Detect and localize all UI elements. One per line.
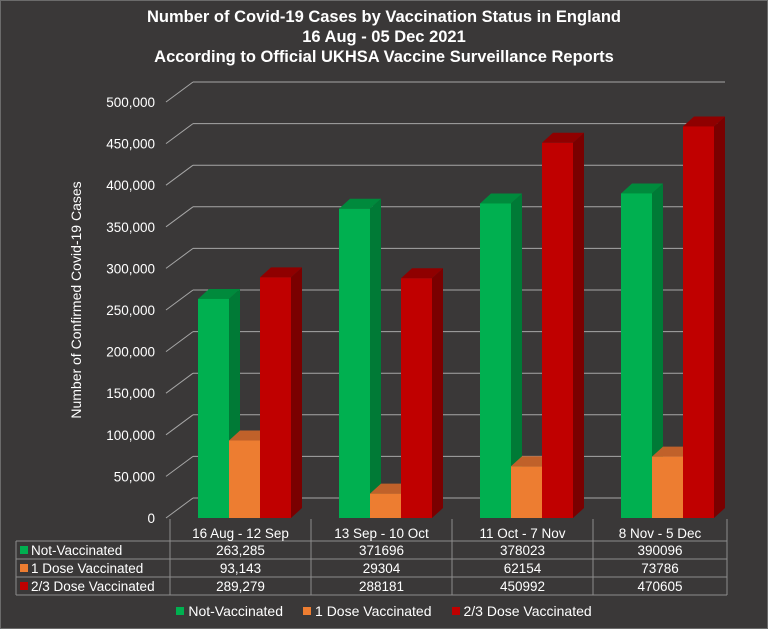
bar-2-3-dose-vaccinated bbox=[683, 126, 714, 519]
bar-top bbox=[542, 132, 584, 143]
y-tick-label: 0 bbox=[147, 511, 155, 526]
table-row-label: 1 Dose Vaccinated bbox=[31, 561, 143, 576]
y-axis-label: Number of Confirmed Covid-19 Cases bbox=[68, 181, 84, 418]
bar-side bbox=[652, 183, 663, 518]
table-cell: 29304 bbox=[363, 561, 401, 576]
x-tick-label: 8 Nov - 5 Dec bbox=[619, 526, 702, 541]
bar-top bbox=[260, 267, 302, 278]
bar-not-vaccinated bbox=[198, 298, 229, 518]
bar-side bbox=[573, 132, 584, 518]
bar-1-dose-vaccinated bbox=[370, 493, 401, 518]
legend-item: Not-Vaccinated bbox=[176, 603, 283, 619]
bar-not-vaccinated bbox=[480, 203, 511, 518]
bar-side bbox=[370, 198, 381, 518]
gridline-slant bbox=[165, 123, 194, 145]
bar-2-3-dose-vaccinated bbox=[542, 142, 573, 518]
bar-side bbox=[432, 268, 443, 518]
gridline-slant bbox=[165, 331, 194, 353]
bar-1-dose-vaccinated bbox=[229, 440, 260, 518]
bar-side bbox=[511, 193, 522, 518]
x-tick-label: 13 Sep - 10 Oct bbox=[334, 526, 429, 541]
bar-top bbox=[339, 198, 381, 209]
y-tick-label: 500,000 bbox=[106, 95, 155, 110]
table-row-label: Not-Vaccinated bbox=[31, 543, 122, 558]
table-legend-key bbox=[20, 582, 28, 590]
legend-item: 2/3 Dose Vaccinated bbox=[451, 603, 592, 619]
y-tick-label: 350,000 bbox=[106, 220, 155, 235]
table-cell: 371696 bbox=[359, 543, 404, 558]
y-tick-label: 400,000 bbox=[106, 178, 155, 193]
table-row-label: 2/3 Dose Vaccinated bbox=[31, 579, 155, 594]
legend-swatch bbox=[303, 607, 312, 615]
table-cell: 73786 bbox=[641, 561, 679, 576]
y-tick-label: 150,000 bbox=[106, 386, 155, 401]
bar-top bbox=[401, 268, 443, 279]
data-table: 16 Aug - 12 Sep 13 Sep - 10 Oct 11 Oct - 7… bbox=[15, 519, 728, 596]
bar-2-3-dose-vaccinated bbox=[401, 278, 432, 518]
y-tick-label: 200,000 bbox=[106, 345, 155, 360]
table-legend-key bbox=[20, 564, 28, 572]
bar-side bbox=[714, 116, 725, 519]
bar-1-dose-vaccinated bbox=[652, 456, 683, 518]
title-line-3: According to Official UKHSA Vaccine Surv… bbox=[154, 48, 614, 66]
table-cell: 390096 bbox=[637, 543, 682, 558]
title-line-1: Number of Covid-19 Cases by Vaccination … bbox=[146, 8, 622, 26]
table-legend-key bbox=[20, 546, 28, 554]
legend: Not-Vaccinated 1 Dose Vaccinated 2/3 Dose … bbox=[0, 603, 768, 619]
legend-label: 2/3 Dose Vaccinated bbox=[463, 603, 592, 619]
gridline-slant bbox=[165, 372, 194, 394]
gridline-slant bbox=[165, 414, 194, 436]
bar-2-3-dose-vaccinated bbox=[260, 277, 291, 518]
y-tick-label: 300,000 bbox=[106, 261, 155, 276]
bar-top bbox=[480, 193, 522, 204]
y-tick-label: 50,000 bbox=[114, 469, 155, 484]
bar-not-vaccinated bbox=[339, 208, 370, 518]
y-tick-label: 250,000 bbox=[106, 303, 155, 318]
gridline-slant bbox=[165, 455, 194, 477]
table-cell: 450992 bbox=[500, 579, 545, 594]
y-tick-labels: 0 50,000 100,000 150,000 200,000 250,000 300,0… bbox=[106, 95, 155, 526]
y-tick-label: 100,000 bbox=[106, 428, 155, 443]
gridline-slant bbox=[165, 247, 194, 269]
chart-title: Number of Covid-19 Cases by Vaccination … bbox=[0, 7, 768, 67]
gridline-slant bbox=[165, 81, 194, 103]
legend-label: 1 Dose Vaccinated bbox=[315, 603, 432, 619]
x-tick-label: 16 Aug - 12 Sep bbox=[192, 526, 289, 541]
gridline-slant bbox=[165, 164, 194, 186]
x-tick-label: 11 Oct - 7 Nov bbox=[479, 526, 565, 541]
table-cell: 470605 bbox=[637, 579, 682, 594]
y-tick-label: 450,000 bbox=[106, 137, 155, 152]
gridline-slant bbox=[165, 497, 194, 519]
table-cell: 62154 bbox=[504, 561, 542, 576]
legend-swatch bbox=[451, 607, 460, 615]
bar-top bbox=[198, 288, 240, 299]
bar-not-vaccinated bbox=[621, 193, 652, 518]
bar-top bbox=[621, 183, 663, 194]
table-cell: 289,279 bbox=[216, 579, 265, 594]
table-cell: 93,143 bbox=[220, 561, 261, 576]
legend-label: Not-Vaccinated bbox=[188, 603, 284, 619]
gridline-slant bbox=[165, 206, 194, 228]
bar-top bbox=[683, 116, 725, 127]
bar-side bbox=[291, 267, 302, 518]
bar-1-dose-vaccinated bbox=[511, 466, 542, 518]
legend-swatch bbox=[176, 607, 185, 615]
gridline-slant bbox=[165, 289, 194, 311]
title-line-2: 16 Aug - 05 Dec 2021 bbox=[302, 28, 466, 46]
table-cell: 263,285 bbox=[216, 543, 265, 558]
bars bbox=[198, 116, 725, 519]
legend-item: 1 Dose Vaccinated bbox=[303, 603, 432, 619]
table-cell: 378023 bbox=[500, 543, 545, 558]
table-cell: 288181 bbox=[359, 579, 404, 594]
